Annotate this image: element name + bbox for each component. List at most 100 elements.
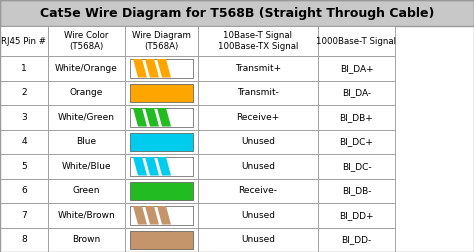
Text: BI_DB+: BI_DB+ <box>340 113 374 122</box>
Text: RJ45 Pin #: RJ45 Pin # <box>1 37 46 46</box>
Text: Unused: Unused <box>241 211 275 220</box>
Bar <box>125 130 198 154</box>
Text: Unused: Unused <box>241 162 275 171</box>
Bar <box>198 178 318 203</box>
Text: 7: 7 <box>21 211 27 220</box>
Polygon shape <box>157 108 171 127</box>
Text: Transmit-: Transmit- <box>237 88 279 97</box>
Bar <box>0 154 48 178</box>
Text: BI_DD+: BI_DD+ <box>339 211 374 220</box>
Bar <box>125 178 198 203</box>
Bar <box>125 154 198 178</box>
Bar <box>0 203 48 228</box>
Text: White/Green: White/Green <box>58 113 115 122</box>
Bar <box>125 56 198 80</box>
Polygon shape <box>157 59 171 78</box>
Bar <box>48 105 125 130</box>
Bar <box>0 130 48 154</box>
Text: BI_DB-: BI_DB- <box>342 186 371 195</box>
Polygon shape <box>133 59 147 78</box>
Bar <box>130 133 193 151</box>
Polygon shape <box>133 157 147 175</box>
Text: 4: 4 <box>21 137 27 146</box>
Polygon shape <box>145 206 159 225</box>
Bar <box>198 56 318 80</box>
Bar <box>318 178 395 203</box>
Text: 6: 6 <box>21 186 27 195</box>
Bar <box>198 105 318 130</box>
Text: 1: 1 <box>21 64 27 73</box>
Bar <box>48 130 125 154</box>
Polygon shape <box>157 157 171 175</box>
Text: White/Brown: White/Brown <box>58 211 115 220</box>
Text: Receive+: Receive+ <box>237 113 280 122</box>
Text: BI_DC-: BI_DC- <box>342 162 371 171</box>
Bar <box>48 80 125 105</box>
Text: White/Orange: White/Orange <box>55 64 118 73</box>
Bar <box>0 26 48 56</box>
Polygon shape <box>145 108 159 127</box>
Text: BI_DC+: BI_DC+ <box>339 137 374 146</box>
Text: Wire Color
(T568A): Wire Color (T568A) <box>64 31 109 51</box>
Polygon shape <box>133 206 147 225</box>
Bar <box>318 228 395 252</box>
Bar <box>48 56 125 80</box>
Bar <box>0 105 48 130</box>
Text: BI_DD-: BI_DD- <box>341 235 372 244</box>
Bar <box>130 206 193 225</box>
Bar <box>125 80 198 105</box>
Bar <box>0 178 48 203</box>
Text: 5: 5 <box>21 162 27 171</box>
Polygon shape <box>157 206 171 225</box>
Text: Transmit+: Transmit+ <box>235 64 281 73</box>
Text: Unused: Unused <box>241 235 275 244</box>
Bar <box>130 181 193 200</box>
Polygon shape <box>145 157 159 175</box>
Bar <box>318 56 395 80</box>
Polygon shape <box>133 108 147 127</box>
Polygon shape <box>145 59 159 78</box>
Bar <box>198 80 318 105</box>
Bar <box>125 228 198 252</box>
Bar <box>0 80 48 105</box>
Text: 1000Base-T Signal: 1000Base-T Signal <box>317 37 396 46</box>
Bar <box>130 108 193 127</box>
Text: Brown: Brown <box>73 235 100 244</box>
Text: 3: 3 <box>21 113 27 122</box>
Text: Cat5e Wire Diagram for T568B (Straight Through Cable): Cat5e Wire Diagram for T568B (Straight T… <box>40 7 434 19</box>
Bar <box>318 203 395 228</box>
Bar <box>125 26 198 56</box>
Bar <box>318 154 395 178</box>
Text: Green: Green <box>73 186 100 195</box>
Text: 2: 2 <box>21 88 27 97</box>
Text: 10Base-T Signal
100Base-TX Signal: 10Base-T Signal 100Base-TX Signal <box>218 31 298 51</box>
Bar <box>48 228 125 252</box>
Text: White/Blue: White/Blue <box>62 162 111 171</box>
Text: Wire Diagram
(T568A): Wire Diagram (T568A) <box>132 31 191 51</box>
Text: BI_DA-: BI_DA- <box>342 88 371 97</box>
Bar <box>0 0 474 26</box>
Text: Unused: Unused <box>241 137 275 146</box>
Bar <box>0 228 48 252</box>
Bar <box>318 105 395 130</box>
Bar <box>318 130 395 154</box>
Bar <box>48 26 125 56</box>
Text: Orange: Orange <box>70 88 103 97</box>
Text: Receive-: Receive- <box>238 186 277 195</box>
Bar <box>318 26 395 56</box>
Bar <box>0 56 48 80</box>
Bar <box>130 231 193 249</box>
Bar <box>198 228 318 252</box>
Bar <box>125 105 198 130</box>
Bar <box>130 59 193 78</box>
Text: BI_DA+: BI_DA+ <box>340 64 374 73</box>
Bar <box>198 130 318 154</box>
Bar <box>198 154 318 178</box>
Bar <box>198 203 318 228</box>
Bar <box>48 154 125 178</box>
Bar <box>130 83 193 102</box>
Bar <box>130 157 193 175</box>
Text: 8: 8 <box>21 235 27 244</box>
Bar <box>125 203 198 228</box>
Bar <box>48 178 125 203</box>
